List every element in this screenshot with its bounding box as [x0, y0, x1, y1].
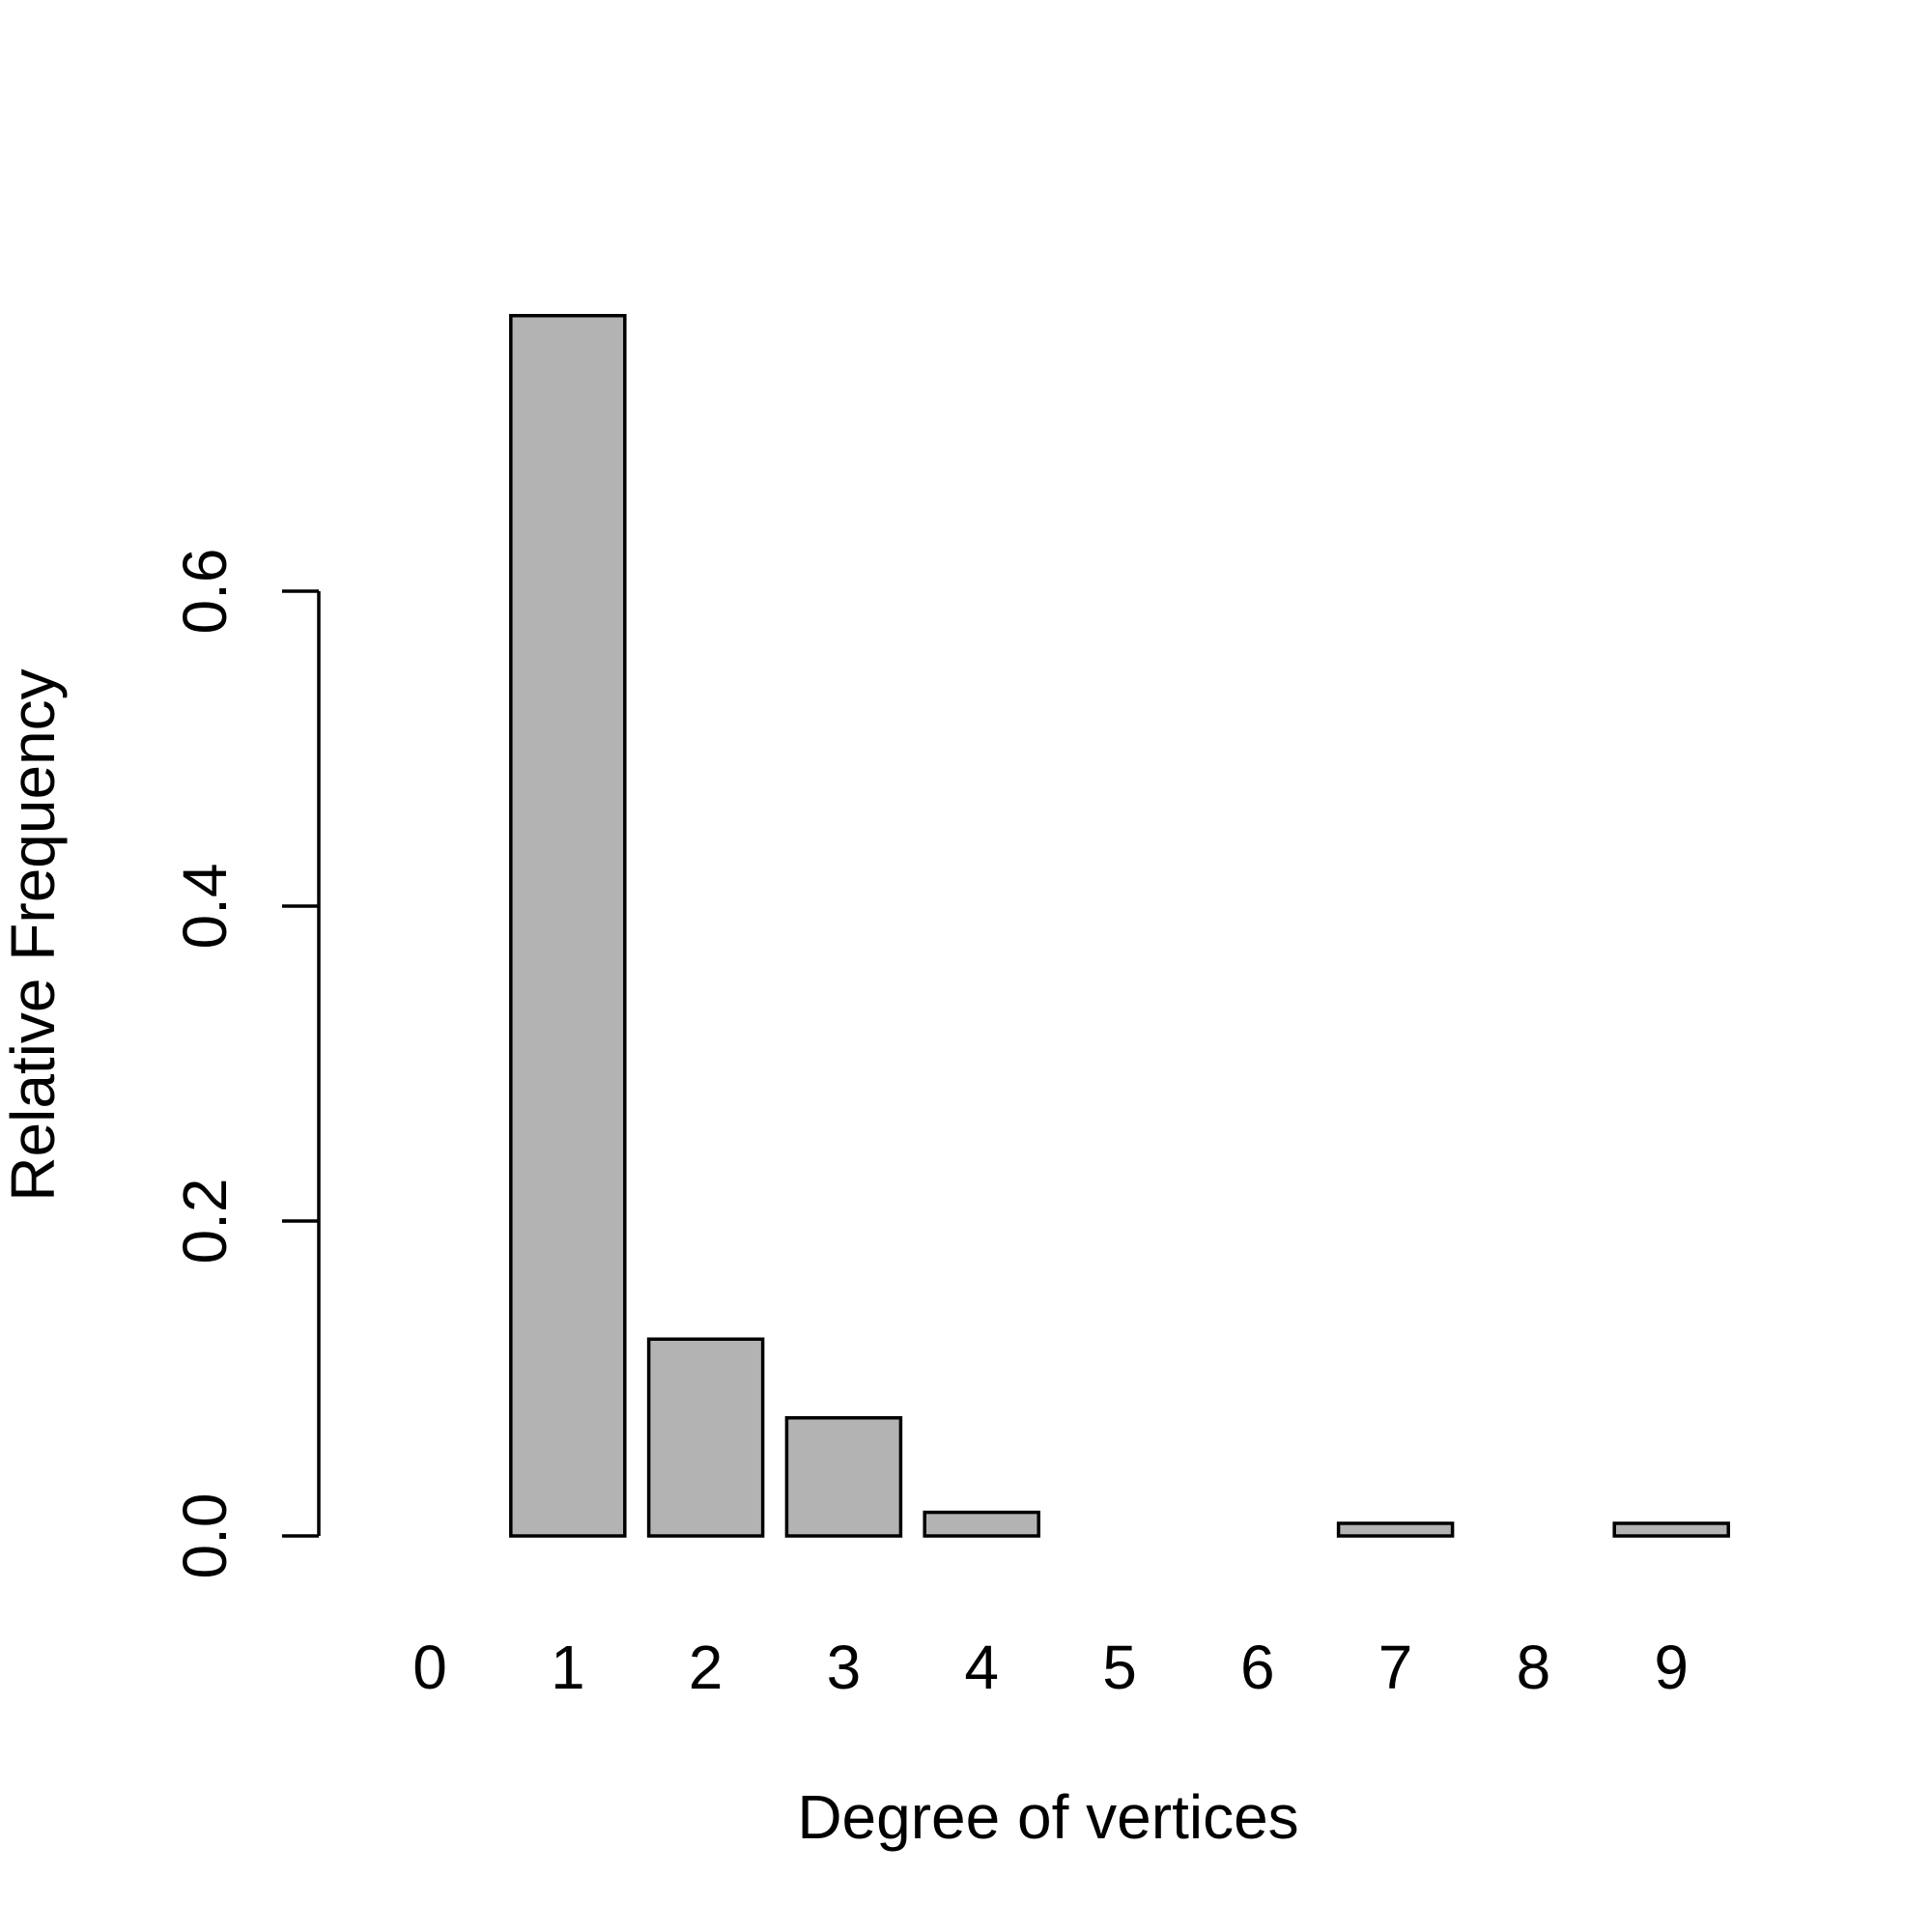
y-tick-label-0.0: 0.0: [170, 1493, 240, 1579]
bar-7: [1336, 1521, 1455, 1538]
x-tick-label-6: 6: [1240, 1633, 1275, 1702]
x-tick-label-3: 3: [827, 1633, 862, 1702]
x-tick-label-0: 0: [412, 1633, 447, 1702]
y-tick-label-0.6: 0.6: [170, 549, 240, 635]
bar-1: [509, 314, 627, 1538]
x-tick-label-1: 1: [551, 1633, 585, 1702]
x-tick-label-5: 5: [1102, 1633, 1137, 1702]
bar-9: [1612, 1521, 1730, 1538]
bars-group: [509, 314, 1730, 1538]
x-tick-label-8: 8: [1517, 1633, 1551, 1702]
x-tick-label-2: 2: [689, 1633, 724, 1702]
x-tick-labels: 0 1 2 3 4 5 6 7 8 9: [412, 1633, 1689, 1702]
y-axis-title: Relative Frequency: [0, 668, 68, 1201]
bar-3: [784, 1416, 903, 1538]
x-tick-label-9: 9: [1654, 1633, 1689, 1702]
bar-4: [923, 1510, 1040, 1538]
bar-2: [646, 1337, 765, 1538]
y-tick-label-0.2: 0.2: [170, 1179, 240, 1264]
y-tick-label-0.4: 0.4: [170, 864, 240, 950]
y-axis: 0.0 0.2 0.4 0.6: [170, 549, 321, 1579]
x-tick-label-7: 7: [1378, 1633, 1413, 1702]
x-axis-title: Degree of vertices: [797, 1782, 1298, 1852]
x-tick-label-4: 4: [964, 1633, 999, 1702]
